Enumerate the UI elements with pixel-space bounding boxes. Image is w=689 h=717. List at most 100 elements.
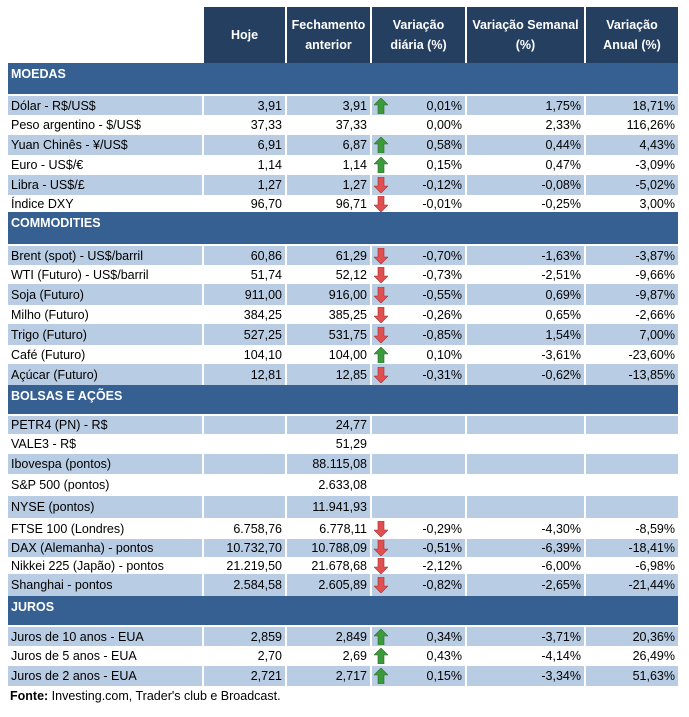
arrow-up-icon bbox=[373, 628, 389, 645]
fechamento-cell: 61,29 bbox=[285, 245, 371, 265]
table-row: Dólar - R$/US$ 3,91 3,91 0,01% 1,75% 18,71% bbox=[8, 95, 678, 115]
header-hoje: Hoje bbox=[202, 7, 286, 63]
anual-cell bbox=[584, 434, 678, 454]
diaria-cell: 0,43% bbox=[370, 646, 466, 666]
diaria-cell bbox=[370, 434, 466, 454]
header-row: Hoje Fechamento anterior Variação diária… bbox=[8, 7, 678, 63]
hoje-cell bbox=[202, 434, 286, 454]
diaria-value: -0,26% bbox=[422, 307, 462, 322]
fechamento-cell: 385,25 bbox=[285, 305, 371, 324]
diaria-cell: -0,55% bbox=[370, 284, 466, 305]
row-label: FTSE 100 (Londres) bbox=[11, 521, 125, 536]
section-title: BOLSAS E AÇÕES bbox=[8, 385, 678, 416]
diaria-value: -2,12% bbox=[422, 558, 462, 573]
fechamento-cell: 2.633,08 bbox=[285, 474, 371, 496]
fechamento-cell: 6.778,11 bbox=[285, 518, 371, 539]
table-row: WTI (Futuro) - US$/barril 51,74 52,12 -0,73… bbox=[8, 265, 678, 284]
semanal-cell bbox=[465, 415, 585, 434]
semanal-cell: 0,47% bbox=[465, 155, 585, 175]
semanal-cell bbox=[465, 434, 585, 454]
table-row: Libra - US$/£ 1,27 1,27 -0,12% -0,08% -5,02% bbox=[8, 175, 678, 195]
diaria-value: -0,82% bbox=[422, 578, 462, 592]
row-label: Juros de 5 anos - EUA bbox=[11, 649, 137, 663]
semanal-cell: -0,62% bbox=[465, 364, 585, 385]
hoje-cell: 96,70 bbox=[202, 195, 286, 212]
section-title: MOEDAS bbox=[8, 63, 678, 96]
diaria-value: 0,43% bbox=[426, 649, 462, 663]
semanal-cell: -0,08% bbox=[465, 175, 585, 195]
anual-cell: -2,66% bbox=[584, 305, 678, 324]
row-label: Juros de 2 anos - EUA bbox=[8, 666, 203, 686]
hoje-cell bbox=[202, 474, 286, 496]
semanal-cell: -2,65% bbox=[465, 574, 585, 596]
table-row: PETR4 (PN) - R$ 24,77 bbox=[8, 415, 678, 434]
diaria-cell: -0,26% bbox=[370, 305, 466, 324]
anual-cell: -3,09% bbox=[584, 155, 678, 175]
arrow-up-icon bbox=[373, 97, 389, 114]
arrow-down-icon bbox=[373, 520, 389, 537]
diaria-cell bbox=[370, 474, 466, 496]
diaria-value: -0,55% bbox=[422, 287, 462, 302]
row-label: PETR4 (PN) - R$ bbox=[8, 415, 203, 434]
diaria-cell: -0,70% bbox=[370, 245, 466, 265]
diaria-cell: -0,51% bbox=[370, 539, 466, 557]
diaria-cell: 0,15% bbox=[370, 155, 466, 175]
fechamento-cell: 11.941,93 bbox=[285, 496, 371, 518]
fechamento-cell: 96,71 bbox=[285, 195, 371, 212]
row-label: Libra - US$/£ bbox=[8, 175, 203, 195]
arrow-down-icon bbox=[373, 557, 389, 574]
semanal-cell: -3,61% bbox=[465, 345, 585, 364]
diaria-cell: -0,12% bbox=[370, 175, 466, 195]
anual-cell: -21,44% bbox=[584, 574, 678, 596]
anual-cell: 3,00% bbox=[584, 195, 678, 212]
fechamento-cell: 2.605,89 bbox=[285, 574, 371, 596]
diaria-cell: 0,00% bbox=[370, 115, 466, 135]
arrow-down-icon bbox=[373, 539, 389, 557]
anual-cell: 20,36% bbox=[584, 626, 678, 646]
table-row: DAX (Alemanha) - pontos 10.732,70 10.788,0… bbox=[8, 539, 678, 557]
semanal-cell bbox=[465, 474, 585, 496]
fechamento-cell: 12,85 bbox=[285, 364, 371, 385]
diaria-value: -0,01% bbox=[422, 196, 462, 211]
semanal-cell bbox=[465, 454, 585, 474]
hoje-cell bbox=[202, 496, 286, 518]
arrow-down-icon bbox=[373, 286, 389, 303]
header-fechamento: Fechamento anterior bbox=[285, 7, 371, 63]
diaria-value: -0,12% bbox=[422, 178, 462, 192]
fechamento-cell: 21.678,68 bbox=[285, 557, 371, 574]
table-row: Juros de 5 anos - EUA 2,70 2,69 0,43% -4,14%… bbox=[8, 646, 678, 666]
diaria-cell: 0,58% bbox=[370, 135, 466, 155]
fechamento-cell: 2,69 bbox=[285, 646, 371, 666]
fechamento-cell: 916,00 bbox=[285, 284, 371, 305]
anual-cell: 18,71% bbox=[584, 95, 678, 115]
fechamento-cell: 2,717 bbox=[285, 666, 371, 686]
semanal-cell: -1,63% bbox=[465, 245, 585, 265]
hoje-cell: 2,859 bbox=[202, 626, 286, 646]
diaria-cell: -0,01% bbox=[370, 195, 466, 212]
diaria-value: -0,70% bbox=[422, 248, 462, 263]
fechamento-cell: 10.788,09 bbox=[285, 539, 371, 557]
anual-cell bbox=[584, 454, 678, 474]
diaria-cell: 0,34% bbox=[370, 626, 466, 646]
diaria-value: 0,15% bbox=[426, 158, 462, 172]
anual-cell: 4,43% bbox=[584, 135, 678, 155]
row-label: Peso argentino - $/US$ bbox=[11, 118, 141, 132]
fechamento-cell: 3,91 bbox=[285, 95, 371, 115]
hoje-cell: 3,91 bbox=[202, 95, 286, 115]
anual-cell: -18,41% bbox=[584, 539, 678, 557]
fechamento-cell: 52,12 bbox=[285, 265, 371, 284]
table-row: VALE3 - R$ 51,29 bbox=[8, 434, 678, 454]
market-table: Hoje Fechamento anterior Variação diária… bbox=[8, 7, 678, 686]
diaria-cell bbox=[370, 454, 466, 474]
hoje-cell: 527,25 bbox=[202, 324, 286, 345]
row-label: VALE3 - R$ bbox=[11, 437, 77, 451]
table-row: Nikkei 225 (Japão) - pontos 21.219,50 21.6… bbox=[8, 557, 678, 574]
anual-cell bbox=[584, 415, 678, 434]
arrow-down-icon bbox=[373, 306, 389, 323]
table-row: Euro - US$/€ 1,14 1,14 0,15% 0,47% -3,09% bbox=[8, 155, 678, 175]
anual-cell: 116,26% bbox=[584, 115, 678, 135]
source-label: Fonte: bbox=[10, 689, 49, 703]
anual-cell bbox=[584, 474, 678, 496]
table-row: Soja (Futuro) 911,00 916,00 -0,55% 0,69% -9,8… bbox=[8, 284, 678, 305]
table-row: Café (Futuro) 104,10 104,00 0,10% -3,61% -23,… bbox=[8, 345, 678, 364]
